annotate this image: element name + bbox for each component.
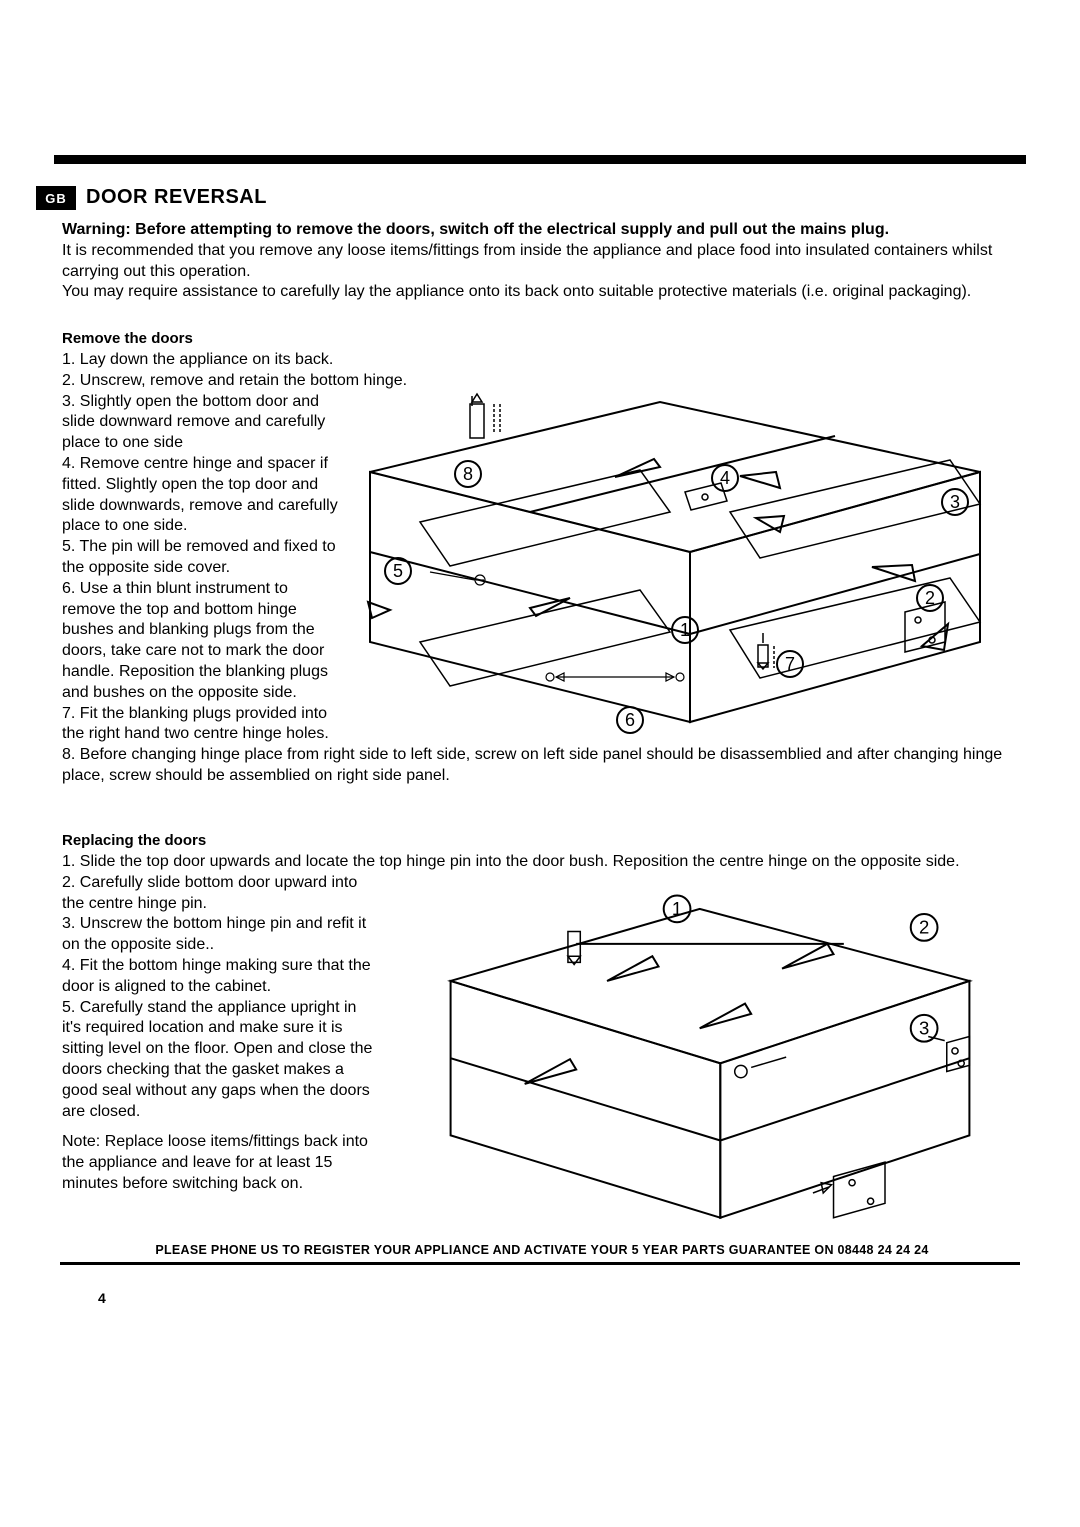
top-rule — [54, 155, 1026, 164]
callout-2: 2 — [919, 917, 929, 938]
figure-replace-doors: 1 2 3 — [390, 878, 1030, 1228]
replace-step-3: 3. Unscrew the bottom hinge pin and refi… — [62, 914, 377, 956]
callout-2: 2 — [925, 588, 935, 608]
replace-step-5: 5. Carefully stand the appliance upright… — [62, 998, 377, 1123]
callout-5: 5 — [393, 561, 403, 581]
page-number: 4 — [98, 1290, 106, 1306]
remove-step-6: 6. Use a thin blunt instrument to remove… — [62, 579, 340, 704]
remove-step-3: 3. Slightly open the bottom door and sli… — [62, 392, 340, 454]
replace-step-4: 4. Fit the bottom hinge making sure that… — [62, 956, 377, 998]
callout-3: 3 — [950, 492, 960, 512]
remove-step-5: 5. The pin will be removed and fixed to … — [62, 537, 340, 579]
intro-text-1: It is recommended that you remove any lo… — [62, 242, 992, 280]
remove-step-4: 4. Remove centre hinge and spacer if fit… — [62, 454, 340, 537]
remove-step-7: 7. Fit the blanking plugs provided into … — [62, 704, 340, 746]
section-title: DOOR REVERSAL — [86, 186, 267, 209]
figure-remove-doors: 1 2 3 4 5 6 7 8 — [340, 392, 1020, 752]
intro-block: Warning: Before attempting to remove the… — [62, 220, 1022, 303]
replace-step-2: 2. Carefully slide bottom door upward in… — [62, 873, 377, 915]
intro-text-2: You may require assistance to carefully … — [62, 283, 971, 300]
callout-1: 1 — [672, 898, 682, 919]
callout-6: 6 — [625, 710, 635, 730]
bottom-rule — [60, 1262, 1020, 1265]
replace-heading: Replacing the doors — [62, 832, 206, 849]
callout-3: 3 — [919, 1017, 929, 1038]
country-badge: GB — [36, 186, 76, 210]
callout-8: 8 — [463, 464, 473, 484]
remove-step-1: 1. Lay down the appliance on its back. — [62, 350, 1022, 371]
replace-note: Note: Replace loose items/fittings back … — [62, 1132, 377, 1194]
remove-step-2: 2. Unscrew, remove and retain the bottom… — [62, 371, 1022, 392]
replace-step-1: 1. Slide the top door upwards and locate… — [62, 852, 1022, 873]
footer-guarantee: PLEASE PHONE US TO REGISTER YOUR APPLIAN… — [62, 1243, 1022, 1257]
remove-heading: Remove the doors — [62, 330, 193, 347]
callout-7: 7 — [785, 654, 795, 674]
callout-1: 1 — [680, 620, 690, 640]
callout-4: 4 — [720, 468, 730, 488]
warning-text: Warning: Before attempting to remove the… — [62, 221, 889, 238]
